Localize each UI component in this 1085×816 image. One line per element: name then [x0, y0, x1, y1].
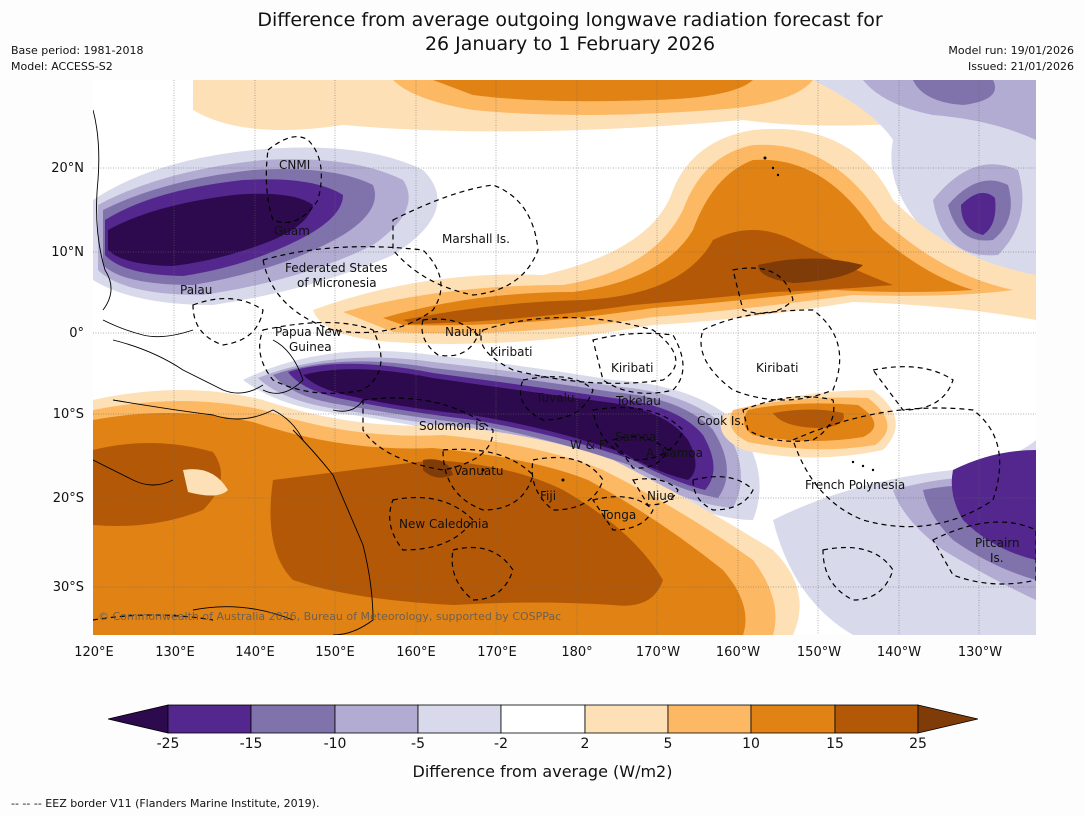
lon-label-160w: 160°W [715, 645, 761, 660]
region-kiribati-3: Kiribati [756, 361, 799, 375]
copyright-notice: © Commonwealth of Australia 2026, Bureau… [98, 610, 562, 623]
colorbar-swatch-4 [334, 704, 419, 734]
eez-footnote: -- -- -- EEZ border V11 (Flanders Marine… [11, 797, 320, 810]
lat-label-eq: 0° [69, 326, 84, 341]
region-new-caledonia: New Caledonia [399, 517, 489, 531]
region-fiji: Fiji [540, 489, 557, 503]
region-nauru: Nauru [445, 325, 482, 339]
colorbar-swatch-2 [167, 704, 252, 734]
model-name: Model: ACCESS-S2 [11, 60, 113, 73]
region-pitcairn-1: Pitcairn [975, 536, 1020, 550]
map-canvas [93, 80, 1036, 635]
coastline [93, 109, 374, 635]
map-title: Difference from average outgoing longwav… [0, 8, 1085, 56]
anomaly-field [423, 459, 453, 478]
region-asamoa: A. Samoa [646, 446, 703, 460]
anomaly-field [863, 80, 1036, 140]
region-kiribati-1: Kiribati [490, 345, 533, 359]
colorbar-swatch-1 [108, 704, 169, 734]
colorbar-tick: 5 [663, 736, 673, 752]
lon-label-160e: 160°E [396, 645, 436, 660]
region-tonga: Tonga [601, 508, 637, 522]
lat-label-10n: 10°N [51, 245, 84, 260]
colorbar-swatch-8 [667, 704, 752, 734]
lon-label-130e: 130°E [155, 645, 195, 660]
lon-label-150w: 150°W [796, 645, 842, 660]
anomaly-field [108, 193, 313, 266]
model-run: Model run: 19/01/2026 [948, 44, 1074, 57]
island-markers [481, 156, 875, 482]
region-marshall: Marshall Is. [442, 232, 510, 246]
issued-date: Issued: 21/01/2026 [967, 60, 1074, 73]
olr-anomaly-map[interactable]: CNMI Guam Marshall Is. Federated States … [93, 80, 1036, 635]
region-niue: Niue [647, 489, 675, 503]
meta-right: Model run: 19/01/2026 Issued: 21/01/2026 [948, 43, 1074, 75]
region-wf: W & F [570, 438, 606, 452]
region-cnmi: CNMI [279, 158, 311, 172]
anomaly-field [433, 80, 753, 102]
lon-label-140e: 140°E [235, 645, 275, 660]
region-solomon: Solomon Is. [419, 419, 489, 433]
anomaly-field [913, 80, 995, 105]
lon-label-130w: 130°W [957, 645, 1003, 660]
lat-label-20s: 20°S [52, 491, 84, 506]
colorbar [108, 704, 978, 734]
colorbar-title: Difference from average (W/m2) [412, 762, 673, 781]
eez-borders [93, 136, 1036, 621]
region-fsm-1: Federated States [285, 261, 388, 275]
colorbar-swatch-11 [917, 704, 978, 734]
lon-label-120e: 120°E [74, 645, 114, 660]
colorbar-swatch-3 [250, 704, 336, 734]
region-guam: Guam [274, 224, 310, 238]
lon-label-140w: 140°W [876, 645, 922, 660]
region-vanuatu: Vanuatu [454, 464, 504, 478]
colorbar-tick: 10 [742, 736, 760, 752]
colorbar-tick: 25 [909, 736, 927, 752]
anomaly-field [403, 230, 893, 324]
colorbar-swatch-10 [834, 704, 919, 734]
colorbar-tick: -5 [411, 736, 425, 752]
lon-label-150e: 150°E [315, 645, 355, 660]
colorbar-swatch-6 [500, 704, 586, 734]
colorbar-swatch-5 [417, 704, 502, 734]
anomaly-field [183, 469, 228, 496]
anomaly-field [961, 192, 996, 235]
region-png-1: Papua New [275, 325, 342, 339]
region-cook: Cook Is. [697, 414, 745, 428]
meta-left: Base period: 1981-2018 Model: ACCESS-S2 [11, 43, 143, 75]
lat-label-20n: 20°N [51, 161, 84, 176]
colorbar-swatch-9 [750, 704, 836, 734]
region-french-polynesia: French Polynesia [805, 478, 906, 492]
colorbar-tick: -15 [239, 736, 263, 752]
region-samoa: Samoa [615, 430, 657, 444]
colorbar-tick: 15 [826, 736, 844, 752]
lat-label-10s: 10°S [52, 407, 84, 422]
graticule [93, 80, 1036, 635]
region-tokelau: Tokelau [616, 394, 661, 408]
colorbar-tick: -2 [494, 736, 508, 752]
anomaly-field [758, 258, 863, 283]
colorbar-tick: -10 [323, 736, 347, 752]
colorbar-tick: -25 [156, 736, 180, 752]
anomaly-field [951, 450, 1036, 560]
colorbar-swatch-7 [584, 704, 669, 734]
title-line-2: 26 January to 1 February 2026 [424, 33, 716, 55]
base-period: Base period: 1981-2018 [11, 44, 144, 57]
region-pitcairn-2: Is. [990, 551, 1004, 565]
colorbar-tick: 2 [580, 736, 590, 752]
region-tuvalu: Tuvalu [536, 391, 575, 405]
lon-label-170w: 170°W [635, 645, 681, 660]
anomaly-field [303, 369, 696, 480]
region-kiribati-2: Kiribati [611, 361, 654, 375]
region-fsm-2: of Micronesia [297, 276, 377, 290]
lon-label-180: 180° [561, 645, 593, 660]
lat-label-30s: 30°S [52, 580, 84, 595]
title-line-1: Difference from average outgoing longwav… [257, 9, 883, 31]
region-png-2: Guinea [289, 340, 332, 354]
region-palau: Palau [180, 283, 213, 297]
lon-label-170e: 170°E [477, 645, 517, 660]
